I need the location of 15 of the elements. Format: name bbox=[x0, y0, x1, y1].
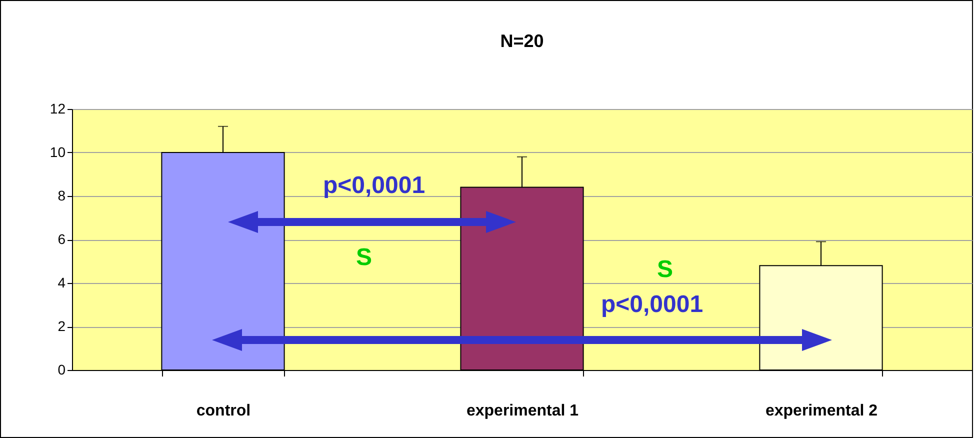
y-tick-label: 6 bbox=[58, 231, 66, 247]
y-tick-label: 4 bbox=[58, 274, 66, 290]
annotation: p<0,0001 bbox=[600, 291, 704, 318]
annotation: S bbox=[356, 244, 372, 271]
y-tick-label: 8 bbox=[58, 188, 66, 204]
y-tick-label: 2 bbox=[58, 318, 66, 334]
y-tick-label: 0 bbox=[58, 362, 66, 378]
x-tick-label: control bbox=[196, 402, 251, 420]
x-tick-label: experimental 2 bbox=[765, 402, 878, 420]
annotation: S bbox=[656, 256, 674, 283]
y-tick-label: 10 bbox=[50, 144, 66, 160]
chart-title: N=20 bbox=[500, 31, 544, 51]
x-tick-label: experimental 1 bbox=[466, 402, 579, 420]
y-tick-label: 12 bbox=[50, 100, 66, 116]
annotation: p<0,0001 bbox=[322, 172, 426, 199]
